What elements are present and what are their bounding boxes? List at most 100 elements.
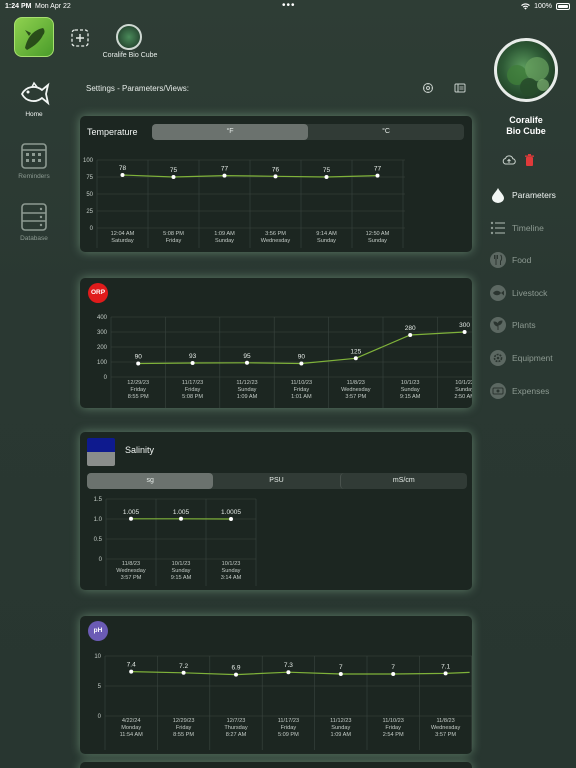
ph-data-point[interactable] bbox=[338, 672, 343, 676]
sal-data-point[interactable] bbox=[129, 516, 133, 521]
orp-xtick-label: 1:09 AM bbox=[237, 394, 258, 400]
orp-xtick-label: 3:57 PM bbox=[345, 394, 366, 400]
ph-data-point[interactable] bbox=[443, 671, 448, 676]
sidebar-item-expenses[interactable]: Expenses bbox=[490, 383, 576, 399]
unit-mscm[interactable]: mS/cm bbox=[339, 473, 467, 489]
next-card bbox=[80, 762, 472, 768]
add-tank-icon[interactable] bbox=[70, 28, 90, 48]
sidebar-item-label: Plants bbox=[512, 320, 536, 330]
temp-xtick-label: Wednesday bbox=[261, 238, 291, 244]
ph-data-label: 7.4 bbox=[127, 662, 136, 669]
sal-ytick-label: 0.5 bbox=[94, 537, 103, 543]
sidebar-item-label: Parameters bbox=[512, 190, 556, 200]
orp-data-label: 300 bbox=[459, 322, 470, 329]
temp-xtick-label: 12:04 AM bbox=[111, 231, 135, 237]
nav-home-label: Home bbox=[25, 111, 43, 118]
orp-xtick-label: Friday bbox=[130, 387, 146, 393]
sidebar-item-livestock[interactable]: Livestock bbox=[490, 285, 576, 301]
tank-thumbnail-label: Coralife Bio Cube bbox=[102, 52, 158, 59]
temp-data-point[interactable] bbox=[120, 172, 125, 177]
ph-xtick-label: 11:54 AM bbox=[120, 732, 144, 738]
temp-data-point[interactable] bbox=[324, 175, 329, 179]
status-date: Mon Apr 22 bbox=[35, 3, 71, 10]
orp-data-point[interactable] bbox=[245, 360, 249, 365]
sal-ytick-label: 1.0 bbox=[94, 517, 103, 523]
orp-xtick-label: Friday bbox=[294, 387, 310, 393]
ph-data-point[interactable] bbox=[286, 670, 291, 675]
tank-photo[interactable] bbox=[494, 38, 558, 102]
ph-series-line bbox=[131, 671, 470, 676]
orp-data-point[interactable] bbox=[299, 361, 304, 366]
temp-ytick-label: 50 bbox=[86, 192, 93, 198]
orp-ytick-label: 400 bbox=[97, 315, 108, 321]
orp-data-point[interactable] bbox=[136, 361, 141, 366]
ph-data-point[interactable] bbox=[391, 672, 396, 676]
ph-xtick-label: Monday bbox=[121, 725, 141, 731]
sidebar-item-timeline[interactable]: Timeline bbox=[490, 220, 576, 236]
sidebar-item-label: Equipment bbox=[512, 353, 553, 363]
sidebar-item-equipment[interactable]: Equipment bbox=[490, 350, 576, 366]
sidebar-item-food[interactable]: Food bbox=[490, 252, 576, 268]
nav-database[interactable]: Database bbox=[0, 202, 68, 242]
fork-knife-icon bbox=[490, 252, 506, 268]
ph-data-label: 6.9 bbox=[231, 665, 240, 672]
multitask-dots-icon[interactable]: ••• bbox=[282, 0, 296, 11]
ph-data-label: 7 bbox=[391, 664, 395, 671]
temp-data-point[interactable] bbox=[222, 173, 227, 178]
ph-data-point[interactable] bbox=[129, 669, 134, 674]
orp-xtick-label: 10/1/23 bbox=[401, 380, 420, 386]
sidebar-item-plants[interactable]: Plants bbox=[490, 317, 576, 333]
sidebar-item-label: Food bbox=[512, 255, 532, 265]
money-icon bbox=[490, 383, 506, 399]
battery-percent: 100% bbox=[534, 3, 552, 10]
ph-data-point[interactable] bbox=[234, 672, 238, 677]
fish-icon bbox=[490, 285, 506, 301]
dolphin-logo-icon bbox=[25, 28, 45, 50]
sal-xtick-label: 11/8/23 bbox=[122, 561, 140, 567]
sal-xtick-label: 10/1/23 bbox=[172, 561, 191, 567]
unit-psu[interactable]: PSU bbox=[269, 477, 284, 484]
trash-icon[interactable] bbox=[524, 154, 535, 167]
app-logo[interactable] bbox=[14, 17, 54, 57]
nav-reminders[interactable]: Reminders bbox=[0, 142, 68, 180]
unit-sg[interactable]: sg bbox=[87, 473, 214, 489]
database-icon bbox=[21, 203, 47, 231]
ph-xtick-label: Friday bbox=[385, 725, 401, 731]
salinity-unit-selector: sg PSU mS/cm bbox=[87, 473, 467, 489]
temp-ytick-label: 0 bbox=[90, 226, 94, 232]
sal-data-label: 1.005 bbox=[173, 509, 190, 516]
sal-data-point[interactable] bbox=[179, 516, 183, 521]
settings-gear-icon[interactable] bbox=[422, 82, 434, 94]
orp-data-point[interactable] bbox=[190, 361, 195, 366]
ph-xtick-label: 11/10/23 bbox=[383, 718, 404, 724]
ph-xtick-label: 11/8/23 bbox=[436, 718, 454, 724]
ph-data-point[interactable] bbox=[181, 670, 186, 675]
orp-data-point[interactable] bbox=[462, 330, 467, 334]
orp-data-point[interactable] bbox=[353, 356, 358, 361]
ph-xtick-label: 5:09 PM bbox=[278, 732, 299, 738]
orp-xtick-label: Sunday bbox=[238, 387, 257, 393]
temp-data-point[interactable] bbox=[273, 174, 278, 179]
temp-data-label: 75 bbox=[323, 167, 331, 174]
orp-data-point[interactable] bbox=[408, 333, 413, 337]
ph-data-label: 7.1 bbox=[441, 663, 450, 670]
sal-ytick-label: 0 bbox=[99, 557, 103, 563]
tank-thumbnail[interactable] bbox=[116, 24, 142, 50]
temp-data-point[interactable] bbox=[171, 175, 176, 179]
sal-data-point[interactable] bbox=[229, 516, 233, 521]
cloud-upload-icon[interactable] bbox=[502, 154, 516, 166]
nav-home[interactable]: Home bbox=[0, 80, 68, 118]
ph-xtick-label: Thursday bbox=[224, 725, 248, 731]
ph-xtick-label: 3:57 PM bbox=[435, 732, 456, 738]
view-toggle-icon[interactable] bbox=[454, 82, 466, 94]
orp-data-label: 90 bbox=[298, 354, 306, 361]
unit-celsius[interactable]: °C bbox=[382, 128, 390, 135]
sidebar-item-parameters[interactable]: Parameters bbox=[490, 187, 576, 203]
ph-badge: pH bbox=[88, 621, 108, 641]
temp-data-point[interactable] bbox=[375, 173, 380, 178]
tank-name: Coralife Bio Cube bbox=[484, 115, 568, 137]
orp-xtick-label: 11/12/23 bbox=[236, 380, 257, 386]
unit-fahrenheit[interactable]: °F bbox=[152, 124, 308, 140]
tank-photo-image bbox=[507, 57, 549, 96]
